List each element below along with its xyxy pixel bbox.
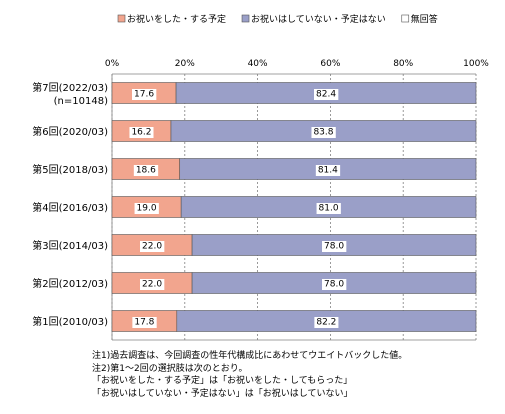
x-tick-label-4: 60%: [320, 59, 340, 69]
data-label-bg-series-2-row-4: [316, 203, 341, 214]
category-label-1-line-1: 第7回(2022/03): [32, 81, 108, 94]
note-1: 注1)過去調査は、今回調査の性年代構成比にあわせてウエイトバックした値。: [92, 351, 408, 361]
category-label-2: 第6回(2020/03): [32, 125, 108, 138]
data-label-series-1-row-1: 17.6: [134, 90, 154, 100]
data-label-bg-series-1-row-7: [132, 317, 157, 328]
data-label-bg-series-1-row-2: [129, 127, 154, 138]
category-label-5: 第3回(2014/03): [32, 239, 108, 252]
data-label-bg-series-1-row-6: [140, 279, 165, 290]
data-label-series-1-row-7: 17.8: [134, 318, 154, 328]
data-label-series-1-row-5: 22.0: [142, 242, 162, 252]
data-label-series-2-row-7: 82.2: [316, 318, 336, 328]
data-label-bg-series-2-row-6: [322, 279, 347, 290]
legend-label-1: お祝いをした・する予定: [127, 13, 226, 25]
legend-swatch-3: [401, 14, 410, 23]
note-3: 「お祝いをした・する予定」は「お祝いをした・してもらった」: [92, 376, 353, 386]
data-label-series-2-row-2: 83.8: [313, 128, 333, 138]
data-label-bg-series-2-row-1: [314, 89, 339, 100]
data-label-series-2-row-3: 81.4: [318, 166, 338, 176]
data-label-series-2-row-5: 78.0: [324, 242, 344, 252]
chart-notes: 注1)過去調査は、今回調査の性年代構成比にあわせてウエイトバックした値。 注2)…: [92, 350, 407, 400]
category-label-4: 第4回(2016/03): [32, 201, 108, 214]
data-label-series-1-row-6: 22.0: [142, 280, 162, 290]
category-label-6: 第2回(2012/03): [32, 277, 108, 290]
legend-label-2: お祝いはしていない・予定はない: [251, 13, 386, 25]
legend-swatch-2: [241, 14, 250, 23]
legend-label-3: 無回答: [411, 13, 438, 25]
data-label-series-2-row-4: 81.0: [319, 204, 339, 214]
x-tick-label-3: 40%: [248, 59, 268, 69]
category-label-7: 第1回(2010/03): [32, 315, 108, 328]
x-tick-label-2: 20%: [175, 59, 195, 69]
data-label-bg-series-2-row-2: [311, 127, 336, 138]
data-label-bg-series-1-row-4: [134, 203, 159, 214]
x-tick-label-6: 100%: [463, 59, 489, 69]
data-label-series-1-row-3: 18.6: [136, 166, 156, 176]
category-label-3: 第5回(2018/03): [32, 163, 108, 176]
data-label-series-1-row-4: 19.0: [137, 204, 157, 214]
legend-swatch-1: [117, 14, 126, 23]
data-label-bg-series-1-row-3: [133, 165, 159, 176]
data-label-bg-series-2-row-5: [322, 241, 347, 252]
x-tick-label-5: 80%: [393, 59, 413, 69]
data-label-bg-series-1-row-1: [132, 89, 157, 100]
note-4: 「お祝いはしていない・予定はない」は「お祝いはしていない」: [92, 388, 353, 399]
data-label-bg-series-2-row-3: [315, 165, 341, 176]
x-tick-label-1: 0%: [105, 59, 120, 69]
category-label-1-line-2: (n=10148): [54, 96, 108, 107]
data-label-bg-series-1-row-5: [140, 241, 165, 252]
data-label-series-1-row-2: 16.2: [131, 128, 151, 138]
data-label-bg-series-2-row-7: [314, 317, 339, 328]
data-label-series-2-row-1: 82.4: [316, 90, 336, 100]
data-label-series-2-row-6: 78.0: [324, 280, 344, 290]
note-2: 注2)第1～2回の選択肢は次のとおり。: [92, 363, 248, 374]
stacked-bar-chart: お祝いをした・する予定 お祝いはしていない・予定はない 無回答 0% 20% 40% 60%…: [32, 13, 489, 341]
